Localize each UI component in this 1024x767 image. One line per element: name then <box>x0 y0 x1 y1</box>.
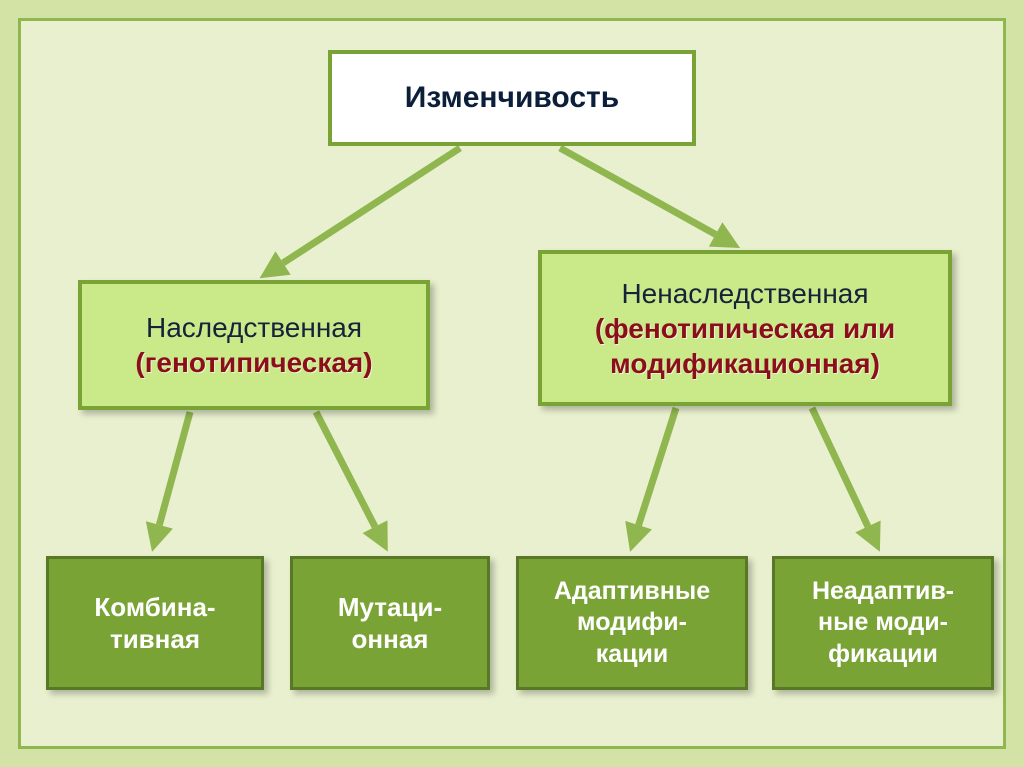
diagram-canvas: Изменчивость Наследственная(генотипическа… <box>0 0 1024 767</box>
node-leaf3: Адаптивныемодифи-кации <box>516 556 748 690</box>
node-label_line2: тивная <box>110 623 200 656</box>
node-label_line1: Адаптивные <box>554 576 710 607</box>
node-leaf4: Неадаптив-ные моди-фикации <box>772 556 994 690</box>
node-label_line3: кации <box>596 639 669 670</box>
node-label_line1: Комбина- <box>94 591 215 624</box>
node-label-main: Наследственная <box>146 310 362 345</box>
node-label_line2: онная <box>352 623 429 656</box>
node-hereditary: Наследственная(генотипическая) <box>78 280 430 410</box>
node-leaf2: Мутаци-онная <box>290 556 490 690</box>
node-label-main: Ненаследственная <box>621 276 868 311</box>
node-nonhereditary: Ненаследственная(фенотипическая илимодиф… <box>538 250 952 406</box>
node-label_line2: ные моди- <box>818 607 948 638</box>
node-root: Изменчивость <box>328 50 696 146</box>
node-label-main: Изменчивость <box>405 79 619 117</box>
node-label_line2: модифи- <box>577 607 687 638</box>
node-label-sub: (генотипическая) <box>135 345 372 380</box>
node-label_line1: Мутаци- <box>338 591 442 624</box>
node-label_line1: Неадаптив- <box>812 576 954 607</box>
node-label-sub2: модификационная) <box>610 346 880 381</box>
node-label-sub: (фенотипическая или <box>595 311 895 346</box>
node-leaf1: Комбина-тивная <box>46 556 264 690</box>
node-label_line3: фикации <box>828 639 938 670</box>
